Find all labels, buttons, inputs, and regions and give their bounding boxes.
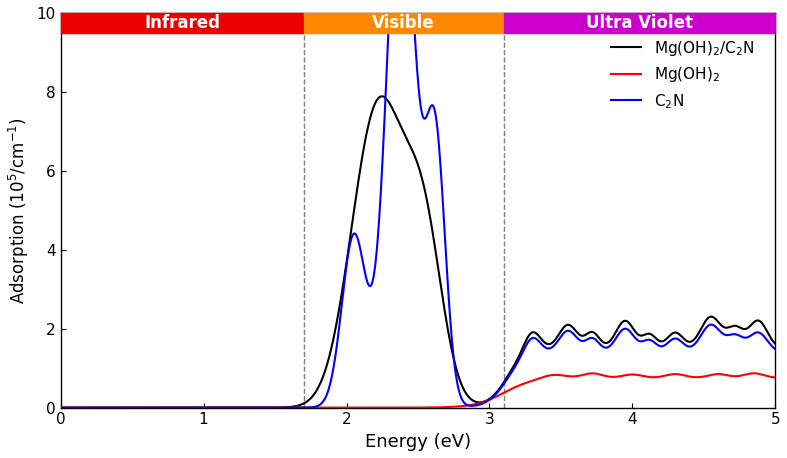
Mg(OH)$_2$/C$_2$N — [770, 341, 780, 347]
C$_2$N — [56, 405, 65, 410]
Mg(OH)$_2$ — [679, 373, 689, 378]
Mg(OH)$_2$/C$_2$N — [180, 405, 190, 410]
C$_2$N — [757, 331, 767, 337]
C$_2$N — [770, 346, 780, 352]
Mg(OH)$_2$/C$_2$N — [680, 337, 689, 342]
Line: Mg(OH)$_2$/C$_2$N: Mg(OH)$_2$/C$_2$N — [61, 96, 775, 408]
Y-axis label: Adsorption (10$^5$/cm$^{-1}$): Adsorption (10$^5$/cm$^{-1}$) — [7, 117, 31, 304]
C$_2$N — [385, 10, 394, 16]
Mg(OH)$_2$/C$_2$N — [330, 330, 339, 335]
Legend: Mg(OH)$_2$/C$_2$N, Mg(OH)$_2$, C$_2$N: Mg(OH)$_2$/C$_2$N, Mg(OH)$_2$, C$_2$N — [604, 33, 760, 117]
Line: Mg(OH)$_2$: Mg(OH)$_2$ — [61, 373, 775, 408]
Mg(OH)$_2$ — [330, 405, 339, 410]
C$_2$N — [330, 358, 339, 363]
Bar — [304, 13, 504, 33]
Text: Infrared: Infrared — [144, 14, 220, 32]
Line: C$_2$N: C$_2$N — [61, 13, 775, 408]
Mg(OH)$_2$ — [180, 405, 190, 410]
Mg(OH)$_2$/C$_2$N — [377, 93, 386, 99]
X-axis label: Energy (eV): Energy (eV) — [365, 433, 471, 451]
Bar — [61, 13, 304, 33]
Mg(OH)$_2$/C$_2$N — [56, 405, 65, 410]
Mg(OH)$_2$ — [361, 405, 371, 410]
C$_2$N — [138, 405, 147, 410]
C$_2$N — [180, 405, 190, 410]
Mg(OH)$_2$ — [56, 405, 65, 410]
Mg(OH)$_2$ — [757, 372, 767, 377]
Mg(OH)$_2$/C$_2$N — [138, 405, 147, 410]
C$_2$N — [680, 342, 689, 347]
Text: Ultra Violet: Ultra Violet — [586, 14, 693, 32]
Mg(OH)$_2$/C$_2$N — [757, 320, 767, 325]
Text: Visible: Visible — [372, 14, 435, 32]
C$_2$N — [361, 273, 371, 278]
Mg(OH)$_2$/C$_2$N — [361, 135, 371, 141]
Mg(OH)$_2$ — [749, 371, 759, 376]
Mg(OH)$_2$ — [770, 375, 780, 380]
Mg(OH)$_2$ — [138, 405, 147, 410]
Bar — [504, 13, 775, 33]
